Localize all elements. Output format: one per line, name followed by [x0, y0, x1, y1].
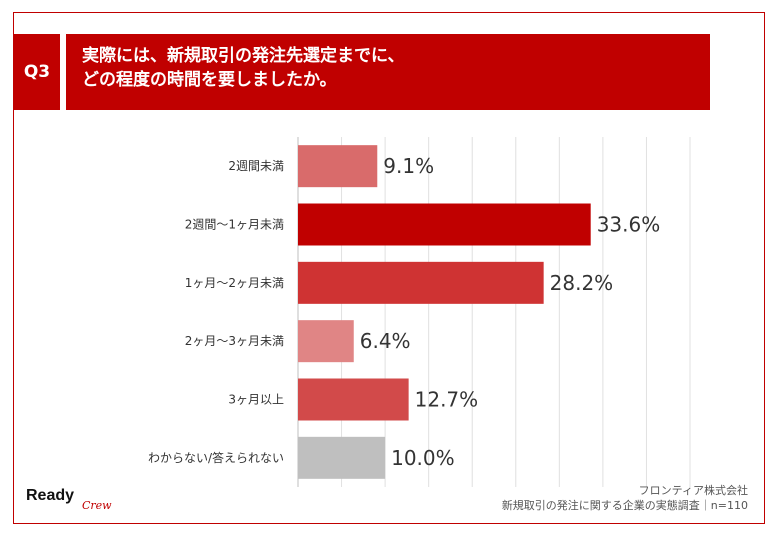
- category-label: 2週間未満: [228, 159, 284, 173]
- question-title-line1: 実際には、新規取引の発注先選定までに、: [82, 46, 405, 66]
- value-label: 10.0%: [391, 446, 455, 470]
- question-number: Q3: [23, 62, 51, 82]
- category-label: 2週間〜1ヶ月未満: [185, 218, 284, 232]
- logo-ready-text: Ready: [26, 487, 75, 504]
- category-label: 1ヶ月〜2ヶ月未満: [185, 276, 284, 290]
- category-label: わからない/答えられない: [148, 450, 284, 465]
- value-label: 33.6%: [597, 213, 661, 237]
- question-number-badge: Q3: [14, 34, 60, 110]
- chart-frame: [13, 12, 765, 524]
- value-labels: 9.1% 33.6% 28.2% 6.4% 12.7% 10.0%: [360, 154, 660, 470]
- footer: フロンティア株式会社 新規取引の発注に関する企業の実態調査｜n=110: [502, 483, 748, 513]
- bar-2: [298, 203, 591, 246]
- ready-crew-logo: Ready Crew: [26, 487, 116, 517]
- value-label: 6.4%: [360, 329, 411, 353]
- category-labels: 2週間未満 2週間〜1ヶ月未満 1ヶ月〜2ヶ月未満 2ヶ月〜3ヶ月未満 3ヶ月以上わから…: [148, 159, 284, 465]
- company-name: フロンティア株式会社: [638, 484, 748, 497]
- bar-4: [298, 320, 354, 363]
- question-title-box: 実際には、新規取引の発注先選定までに、 どの程度の時間を要しましたか。: [66, 34, 710, 110]
- question-title-line2: どの程度の時間を要しましたか。: [82, 70, 337, 90]
- survey-name: 新規取引の発注に関する企業の実態調査｜n=110: [501, 499, 748, 512]
- bar-6: [298, 436, 386, 479]
- bars: [298, 145, 591, 479]
- grid-lines: [297, 137, 691, 487]
- category-label: 3ヶ月以上: [228, 393, 284, 407]
- value-label: 28.2%: [550, 271, 614, 295]
- category-label: 2ヶ月〜3ヶ月未満: [185, 334, 284, 348]
- bar-3: [298, 261, 544, 304]
- bar-1: [298, 145, 378, 188]
- value-label: 9.1%: [383, 154, 434, 178]
- value-label: 12.7%: [415, 388, 479, 412]
- logo-crew-text: Crew: [82, 499, 112, 512]
- bar-5: [298, 378, 409, 421]
